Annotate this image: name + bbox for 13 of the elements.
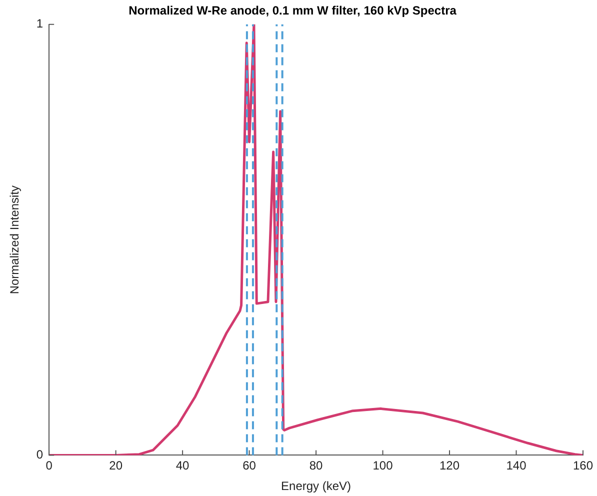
x-tick-label: 40	[176, 458, 190, 473]
y-tick-label: 1	[36, 16, 44, 31]
y-axis-title: Normalized Intensity	[8, 185, 22, 294]
chart-title: Normalized W-Re anode, 0.1 mm W filter, 160 kVp Spectra	[128, 4, 457, 18]
x-tick-label: 160	[572, 458, 594, 473]
x-tick-label: 100	[372, 458, 394, 473]
x-tick-label: 20	[109, 458, 123, 473]
x-tick-label: 80	[309, 458, 324, 473]
x-tick-label: 120	[439, 458, 460, 473]
x-tick-label: 60	[242, 458, 256, 473]
x-tick-label: 140	[506, 458, 527, 473]
x-axis-title: Energy (keV)	[281, 479, 352, 494]
x-tick-label: 0	[46, 458, 53, 473]
